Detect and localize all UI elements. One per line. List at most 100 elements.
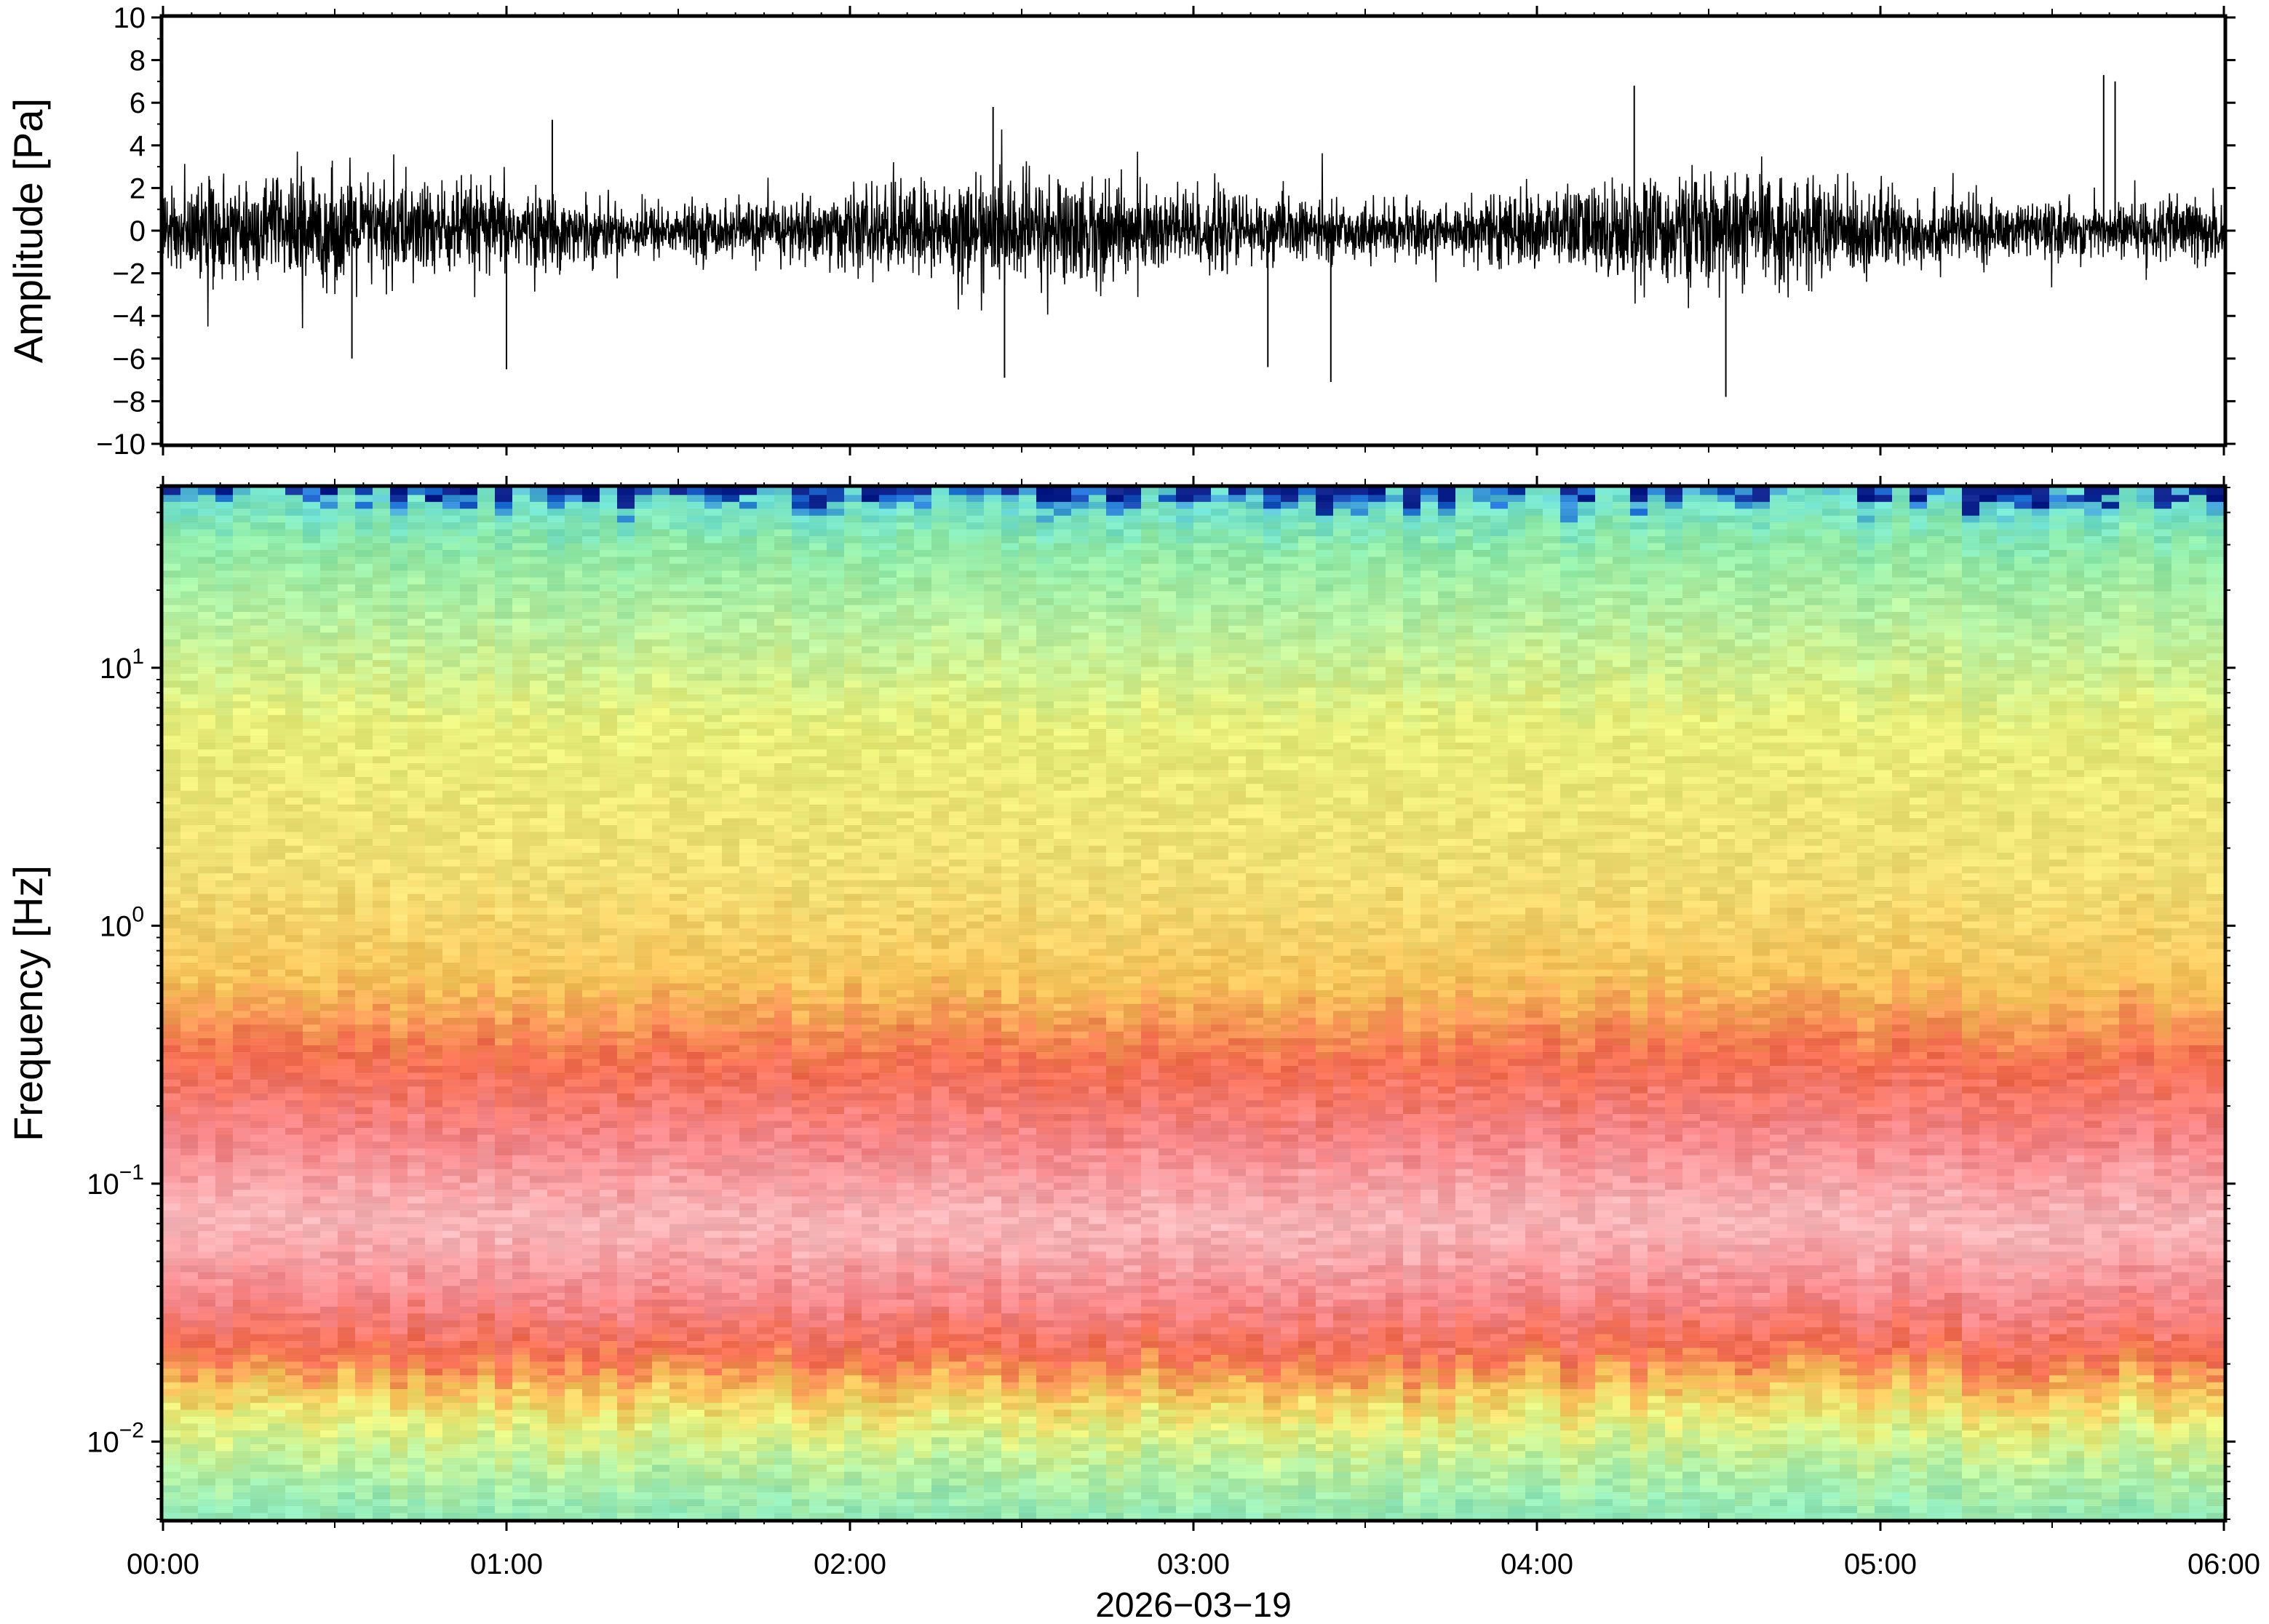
spectrogram-cell [495, 508, 513, 516]
spectrogram-cell [373, 1299, 391, 1307]
spectrogram-cell [495, 838, 513, 846]
spectrogram-cell [495, 625, 513, 633]
spectrogram-cell [408, 797, 426, 805]
spectrogram-cell [582, 755, 600, 763]
spectrogram-cell [669, 838, 688, 846]
spectrogram-cell [512, 487, 531, 495]
spectrogram-cell [460, 900, 478, 908]
spectrogram-cell [512, 817, 531, 826]
spectrogram-cell [373, 1305, 391, 1314]
spectrogram-cell [442, 1230, 461, 1238]
spectrogram-cell [460, 783, 478, 791]
spectrogram-cell [530, 570, 548, 578]
spectrogram-cell [408, 659, 426, 667]
spectrogram-cell [617, 514, 635, 523]
spectrogram-cell [355, 1038, 373, 1046]
spectrogram-cell [530, 955, 548, 963]
spectrogram-cell [425, 576, 443, 585]
spectrogram-cell [215, 920, 234, 928]
spectrogram-cell [198, 1195, 216, 1203]
spectrogram-cell [390, 1285, 408, 1293]
spectrogram-cell [268, 1182, 286, 1190]
spectrogram-cell [390, 1134, 408, 1142]
spectrogram-cell [495, 1388, 513, 1396]
spectrogram-cell [198, 1402, 216, 1410]
spectrogram-cell [495, 1278, 513, 1286]
spectrogram-cell [652, 962, 670, 970]
spectrogram-cell [355, 1147, 373, 1155]
spectrogram-cell [320, 1319, 338, 1328]
spectrogram-cell [582, 920, 600, 928]
spectrogram-cell [600, 1161, 618, 1169]
spectrogram-cell [215, 1374, 234, 1382]
spectrogram-cell [442, 701, 461, 709]
spectrogram-cell [198, 549, 216, 557]
spectrogram-cell [547, 941, 565, 950]
spectrogram-cell [180, 948, 199, 956]
spectrogram-cell [530, 563, 548, 571]
spectrogram-cell [408, 1016, 426, 1025]
spectrogram-cell [442, 728, 461, 736]
spectrogram-cell [163, 1422, 181, 1430]
spectrogram-cell [320, 914, 338, 922]
spectrogram-cell [250, 514, 269, 523]
spectrogram-cell [600, 1251, 618, 1259]
spectrogram-cell [530, 1381, 548, 1390]
spectrogram-cell [233, 1340, 251, 1348]
spectrogram-cell [233, 900, 251, 908]
spectrogram-cell [215, 1464, 234, 1472]
spectrogram-cell [460, 542, 478, 550]
spectrogram-cell [669, 893, 688, 901]
spectrogram-cell [652, 1430, 670, 1438]
spectrogram-cell [442, 824, 461, 832]
spectrogram-cell [425, 776, 443, 784]
spectrogram-cell [338, 1106, 356, 1115]
spectrogram-cell [530, 1354, 548, 1362]
spectrogram-cell [320, 1374, 338, 1382]
spectrogram-cell [530, 1072, 548, 1080]
spectrogram-cell [198, 865, 216, 874]
spectrogram-cell [268, 1333, 286, 1342]
spectrogram-cell [180, 914, 199, 922]
spectrogram-cell [547, 1079, 565, 1087]
spectrogram-cell [215, 914, 234, 922]
spectrogram-cell [338, 763, 356, 771]
spectrogram-cell [373, 1381, 391, 1390]
spectrogram-cell [250, 1016, 269, 1025]
spectrogram-cell [530, 556, 548, 564]
spectrogram-cell [704, 1484, 723, 1492]
spectrogram-cell [477, 755, 496, 763]
spectrogram-cell [460, 845, 478, 853]
spectrogram-cell [565, 570, 583, 578]
spectrogram-cell [477, 1016, 496, 1025]
spectrogram-cell [512, 879, 531, 888]
spectrogram-cell [338, 1299, 356, 1307]
spectrogram-cell [390, 1106, 408, 1115]
spectrogram-cell [163, 522, 181, 530]
spectrogram-cell [512, 1030, 531, 1039]
spectrogram-cell [233, 728, 251, 736]
spectrogram-cell [442, 1484, 461, 1492]
spectrogram-cell [163, 570, 181, 578]
spectrogram-cell [180, 741, 199, 750]
spectrogram-cell [390, 1484, 408, 1492]
spectrogram-cell [547, 556, 565, 564]
spectrogram-cell [460, 1436, 478, 1444]
spectrogram-cell [442, 1113, 461, 1121]
spectrogram-cell [704, 1168, 723, 1177]
spectrogram-cell [460, 996, 478, 1004]
spectrogram-cell [600, 1299, 618, 1307]
spectrogram-cell [582, 1182, 600, 1190]
spectrogram-cell [565, 900, 583, 908]
spectrogram-cell [669, 941, 688, 950]
spectrogram-cell [687, 1265, 705, 1273]
spectrogram-cell [303, 735, 321, 743]
spectrogram-cell [425, 1195, 443, 1203]
spectrogram-cell [163, 865, 181, 874]
spectrogram-cell [408, 549, 426, 557]
spectrogram-cell [233, 701, 251, 709]
spectrogram-cell [303, 838, 321, 846]
spectrogram-cell [180, 1271, 199, 1279]
spectrogram-cell [408, 1223, 426, 1231]
spectrogram-cell [408, 693, 426, 701]
